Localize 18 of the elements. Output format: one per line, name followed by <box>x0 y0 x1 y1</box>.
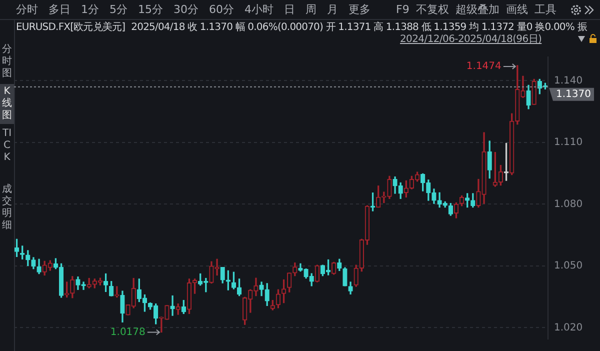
ref-line-label: 1.1370 <box>556 88 591 100</box>
annotation: 1.0178 <box>110 326 146 338</box>
text: F9 不复权 超级叠加 画线 工具 <box>396 2 556 17</box>
chart-title: EURUSD.FX[欧元兑美元] <box>16 20 126 34</box>
y-tick-label: 1.080 <box>554 198 583 210</box>
text: 2024/12/06-2025/04/18(96日) <box>400 33 542 46</box>
candlestick <box>170 295 175 316</box>
y-tick-label: 1.110 <box>554 137 583 148</box>
annotation: 1.1474 <box>466 61 502 72</box>
y-tick-label: 1.020 <box>554 322 583 334</box>
text: 成交明细 <box>1 182 13 233</box>
text: TICK <box>1 127 13 165</box>
y-tick-label: 1.140 <box>554 75 583 86</box>
y-tick-label: 1.050 <box>554 260 583 272</box>
chart-subtitle: 2025/04/18 收 1.1370 幅 0.06%(0.00070) 开 1.1371 高 1.1388 低 1.1359 均 1.1372 量0 换0.00% 振 <box>131 20 587 34</box>
text: K线图 <box>0 84 14 124</box>
text: 分时 多日 1分 5分 15分 30分 60分 4小时 日 周 月 更多 <box>16 2 370 17</box>
text: 分时图 <box>1 43 13 81</box>
